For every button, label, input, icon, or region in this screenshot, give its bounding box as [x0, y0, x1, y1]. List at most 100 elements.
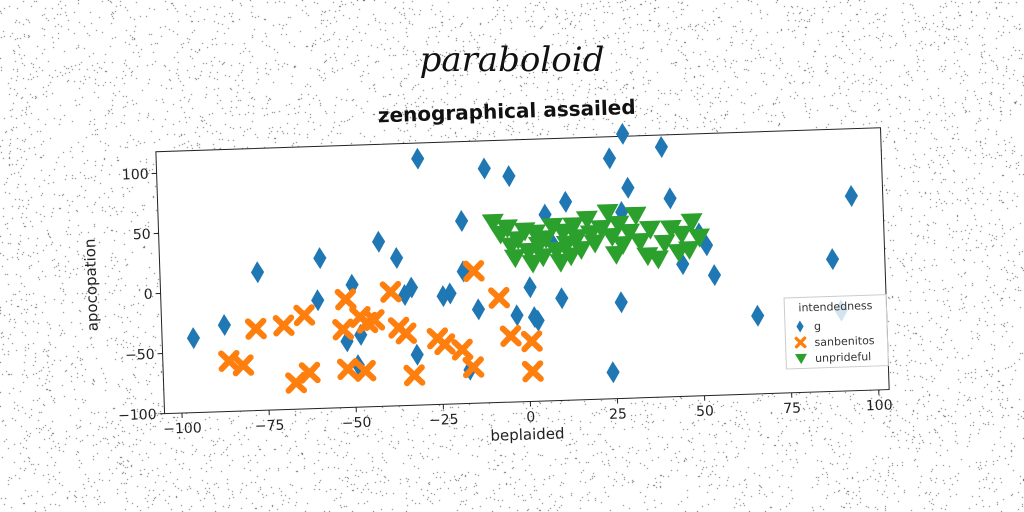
point-g: [454, 209, 469, 232]
point-g: [313, 247, 327, 270]
point-unprideful: [653, 234, 676, 254]
point-g: [663, 187, 677, 210]
y-tick-label: 100: [122, 167, 149, 184]
point-g: [217, 314, 232, 337]
point-g: [404, 276, 419, 299]
point-sanbenitos: [354, 359, 377, 382]
y-axis-label: apocopation: [81, 238, 102, 331]
x-stroke: [273, 314, 295, 337]
point-unprideful: [549, 253, 572, 273]
point-unprideful: [583, 234, 606, 254]
point-sanbenitos: [379, 280, 402, 303]
point-unprideful: [555, 235, 578, 255]
point-unprideful: [523, 224, 546, 244]
point-unprideful: [481, 213, 504, 233]
x-stroke: [451, 338, 473, 361]
point-unprideful: [534, 230, 557, 250]
x-stroke: [293, 304, 315, 327]
x-stroke: [245, 317, 267, 340]
x-tick-label: −25: [429, 412, 459, 429]
x-stroke: [521, 330, 543, 353]
point-unprideful: [565, 228, 588, 249]
x-tick-label: 50: [696, 403, 714, 420]
point-unprideful: [624, 206, 647, 226]
x-stroke: [363, 309, 385, 332]
point-g: [654, 136, 669, 158]
point-unprideful: [503, 249, 526, 269]
point-g: [371, 230, 386, 253]
x-stroke: [380, 280, 402, 303]
point-unprideful: [596, 203, 619, 223]
y-axis: −100 −50 0 50 100: [118, 167, 165, 424]
point-unprideful: [646, 250, 669, 270]
point-g: [707, 264, 722, 287]
point-sanbenitos: [521, 360, 544, 383]
point-g: [825, 248, 840, 271]
point-g: [558, 190, 573, 213]
point-g: [250, 261, 265, 284]
point-sanbenitos: [244, 317, 267, 340]
point-unprideful: [670, 225, 693, 245]
x-tick-label: −75: [255, 418, 285, 435]
point-sanbenitos: [293, 304, 316, 327]
point-g: [311, 289, 325, 312]
x-stroke: [488, 286, 510, 309]
point-g: [616, 122, 630, 145]
point-unprideful: [677, 240, 700, 260]
legend-label-g: g: [814, 320, 821, 333]
legend-title: intendedness: [798, 299, 873, 314]
x-tick-label: 100: [866, 397, 893, 414]
point-g: [555, 287, 569, 310]
point-unprideful: [659, 219, 682, 239]
point-g: [751, 304, 765, 327]
plot-area: [155, 127, 890, 415]
x-stroke: [522, 360, 544, 383]
legend-marker-g: [796, 320, 804, 333]
point-sanbenitos: [285, 371, 308, 394]
point-unprideful: [628, 232, 651, 252]
point-sanbenitos: [499, 325, 522, 347]
point-g: [606, 361, 620, 384]
legend-marker-unprideful: [794, 353, 807, 365]
x-stroke: [395, 322, 417, 345]
x-tick-label: −100: [163, 420, 202, 437]
x-stroke: [335, 288, 357, 311]
point-sanbenitos: [403, 364, 426, 387]
legend-label-unprideful: unprideful: [815, 350, 872, 365]
point-unprideful: [517, 242, 540, 262]
point-g: [398, 284, 412, 306]
point-sanbenitos: [298, 361, 321, 384]
x-stroke: [434, 333, 456, 356]
x-stroke: [403, 364, 425, 387]
point-sanbenitos: [395, 322, 418, 345]
point-unprideful: [611, 235, 634, 255]
x-tick-label: −50: [342, 415, 372, 432]
point-unprideful: [600, 227, 623, 247]
x-stroke: [463, 260, 485, 283]
x-stroke: [299, 361, 321, 384]
x-stroke: [354, 359, 376, 382]
point-unprideful: [551, 223, 574, 243]
point-unprideful: [545, 241, 568, 261]
point-g: [186, 327, 201, 350]
point-g: [523, 276, 537, 299]
figure-suptitle: paraboloid: [419, 40, 605, 80]
point-sanbenitos: [334, 288, 357, 311]
point-sanbenitos: [462, 260, 485, 283]
x-stroke: [337, 358, 359, 381]
point-sanbenitos: [272, 314, 295, 337]
point-unprideful: [607, 215, 630, 235]
y-tick-label: −100: [118, 407, 157, 424]
point-sanbenitos: [433, 333, 456, 356]
x-stroke: [232, 354, 254, 377]
point-g: [602, 147, 617, 170]
point-g: [510, 304, 524, 327]
legend-label-sanbenitos: sanbenitos: [814, 334, 875, 349]
point-unprideful: [575, 210, 598, 230]
point-unprideful: [618, 223, 641, 243]
point-unprideful: [541, 217, 564, 237]
x-tick-label: 25: [609, 406, 627, 423]
legend-marker-sanbenitos: [794, 336, 807, 349]
